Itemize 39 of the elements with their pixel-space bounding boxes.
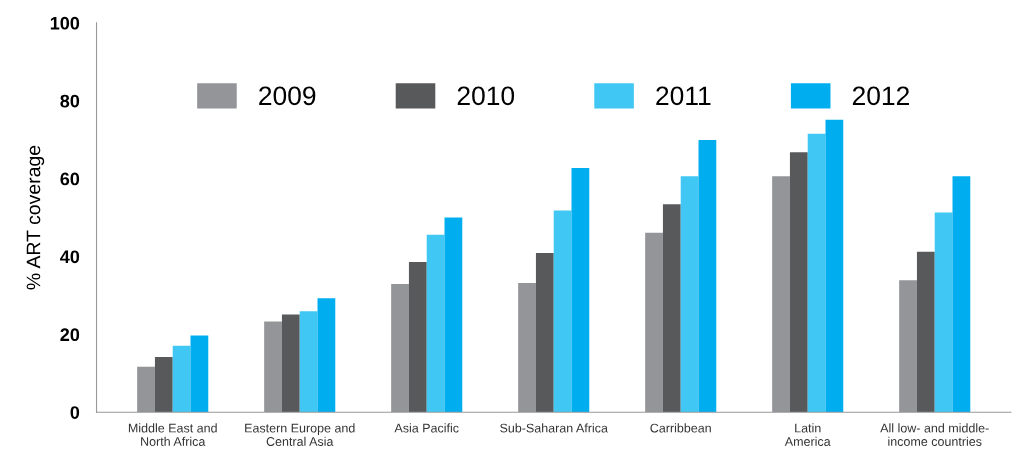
- y-tick-label: 0: [70, 406, 80, 419]
- legend-label: 2011: [656, 86, 711, 106]
- x-tick-label: Middle East and North Africa: [128, 423, 217, 446]
- legend-label: 2009: [259, 86, 316, 106]
- bar: [154, 356, 173, 413]
- bar: [281, 314, 300, 413]
- bar: [426, 234, 445, 413]
- legend-label: 2012: [852, 86, 909, 106]
- bar: [299, 311, 318, 413]
- y-tick-label: 20: [60, 328, 80, 342]
- bar: [662, 204, 681, 413]
- y-tick-label: 40: [60, 250, 80, 264]
- bar: [172, 345, 191, 413]
- x-tick-label: Latin America: [784, 423, 831, 446]
- bar: [825, 119, 844, 413]
- y-tick-label: 80: [60, 94, 80, 108]
- x-tick-label: Sub-Saharan Africa: [500, 423, 608, 433]
- bar: [952, 176, 971, 413]
- legend-label: 2010: [457, 86, 515, 106]
- bar: [807, 133, 826, 413]
- bar: [444, 217, 463, 413]
- bar: [553, 210, 572, 413]
- bar: [916, 251, 935, 413]
- bar: [190, 335, 209, 413]
- x-tick-label: All low- and middle- income countries: [880, 423, 989, 446]
- x-tick-label: Eastern Europe and Central Asia: [245, 423, 355, 446]
- bar: [789, 152, 808, 413]
- bar: [934, 212, 953, 413]
- bar: [535, 252, 554, 413]
- y-axis-title: % ART coverage: [26, 145, 45, 290]
- bar: [680, 176, 699, 413]
- bar: [317, 298, 336, 413]
- x-tick-label: Asia Pacific: [394, 423, 459, 433]
- y-tick-label: 100: [50, 16, 80, 30]
- bar: [571, 168, 590, 413]
- y-tick-label: 60: [60, 172, 80, 186]
- x-tick-label: Carribbean: [650, 423, 711, 433]
- bar: [698, 140, 717, 413]
- bar: [408, 261, 427, 413]
